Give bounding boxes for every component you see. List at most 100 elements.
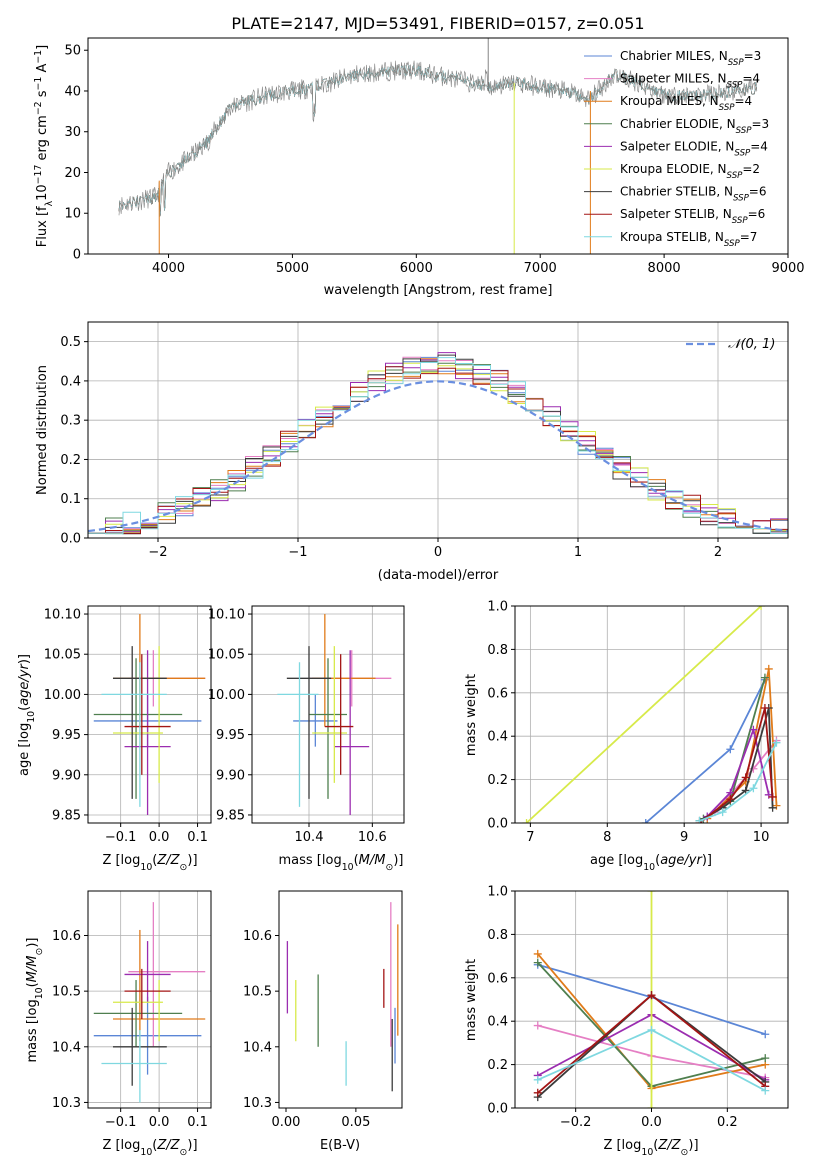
legend-label: Salpeter MILES, NSSP=4	[620, 72, 760, 91]
x-axis-label: Z [log10(Z/Z⊙)]	[102, 1138, 197, 1158]
x-tick-label: 8	[603, 830, 611, 845]
panel-mw_vs_Z: −0.2 0.0 0.2 0.0 0.2 0.4 0.6 0.8 1.0 Z [log10(Z/Z…	[464, 885, 789, 1158]
plot-area	[286, 902, 399, 1092]
weight-marker	[647, 1025, 656, 1034]
weight-marker	[726, 745, 735, 754]
x-tick-label: 8000	[648, 261, 681, 276]
weight-marker	[647, 891, 656, 895]
x-tick-label: 9	[680, 830, 688, 845]
weight-line	[645, 679, 766, 823]
x-tick-label: 0.1	[187, 830, 208, 845]
plot-area	[93, 902, 206, 1103]
x-tick-label: 0.0	[641, 1115, 662, 1130]
y-tick-label: 10.10	[44, 608, 81, 623]
x-axis-label: wavelength [Angstrom, rest frame]	[324, 283, 553, 298]
y-tick-label: 0	[73, 248, 81, 263]
y-axis-label: age [log10(age/yr)]	[17, 654, 37, 776]
y-tick-label: 1.0	[487, 885, 508, 900]
weight-marker	[761, 1054, 770, 1063]
y-tick-label: 0.4	[487, 730, 508, 745]
weight-line	[699, 742, 778, 822]
axes-frame	[278, 890, 403, 1109]
x-tick-label: 0.1	[187, 1115, 208, 1130]
panel-residuals: −2 −1 0 1 2 0.0 0.1 0.2 0.3 0.4 0.5 𝒩(0, 1) (data-mo…	[35, 321, 789, 583]
x-axis-label: Z [log10(Z/Z⊙)]	[102, 853, 197, 873]
x-tick-label: 10.6	[358, 830, 387, 845]
histogram-step	[88, 357, 788, 538]
y-tick-label: 0.2	[60, 453, 81, 468]
legend-label: Kroupa ELODIE, NSSP=2	[620, 162, 760, 181]
y-tick-label: 10	[64, 207, 81, 222]
panel-age_vs_mass: 10.4 10.6 9.85 9.90 9.95 10.00 10.05 10.10 mass …	[208, 605, 405, 873]
axes-frame	[87, 890, 212, 1109]
panel-mass_vs_ebv: 0.00 0.05 10.3 10.4 10.5 10.6 E(B-V)	[243, 890, 403, 1153]
y-tick-label: 0.8	[487, 928, 508, 943]
y-tick-label: 0.0	[487, 1102, 508, 1117]
weight-marker	[641, 819, 650, 823]
axes-frame	[87, 37, 789, 255]
legend-label: Kroupa STELIB, NSSP=7	[620, 230, 757, 249]
weight-marker	[522, 819, 531, 823]
legend-label: Kroupa MILES, NSSP=4	[620, 94, 752, 113]
histogram-step	[88, 366, 788, 538]
plot-area	[277, 614, 392, 815]
weight-marker	[695, 816, 704, 823]
plot-area	[522, 606, 781, 823]
legend-label: Salpeter STELIB, NSSP=6	[620, 207, 765, 226]
legend: Chabrier MILES, NSSP=3 Salpeter MILES, NS…	[584, 49, 769, 249]
y-axis-label: Normed distribution	[35, 365, 50, 495]
weight-marker	[761, 1086, 770, 1095]
x-tick-label: 9000	[771, 261, 804, 276]
weight-marker	[764, 664, 773, 673]
legend-label: Chabrier ELODIE, NSSP=3	[620, 117, 769, 136]
x-tick-label: 0.05	[341, 1115, 370, 1130]
y-tick-label: 10.3	[52, 1096, 81, 1111]
x-tick-label: −0.1	[105, 1115, 137, 1130]
weight-marker	[760, 703, 769, 712]
legend-label: Chabrier MILES, NSSP=3	[620, 49, 761, 68]
axes: 10.4 10.6 9.85 9.90 9.95 10.00 10.05 10.10 mass …	[208, 605, 405, 873]
axes-frame	[251, 605, 405, 824]
y-tick-label: 0.8	[487, 643, 508, 658]
weight-marker	[761, 1030, 770, 1039]
axes-frame	[87, 605, 212, 824]
weight-marker	[768, 792, 777, 801]
y-tick-label: 0.0	[487, 817, 508, 832]
x-tick-label: 4000	[152, 261, 185, 276]
weight-marker	[726, 795, 735, 804]
y-tick-label: 9.95	[216, 728, 245, 743]
legend: 𝒩(0, 1)	[686, 337, 775, 352]
weight-marker	[533, 1088, 542, 1097]
axes: −0.1 0.0 0.1 10.3 10.4 10.5 10.6 Z [log10(Z/Z⊙)…	[25, 890, 212, 1158]
panel-mass_vs_Z: −0.1 0.0 0.1 10.3 10.4 10.5 10.6 Z [log10(Z/Z⊙)…	[25, 890, 212, 1158]
y-tick-label: 1.0	[487, 600, 508, 615]
y-tick-label: 0.1	[60, 492, 81, 507]
weight-line	[706, 726, 770, 818]
y-tick-label: 0.2	[487, 773, 508, 788]
y-tick-label: 9.95	[52, 728, 81, 743]
y-tick-label: 0.6	[487, 971, 508, 986]
x-tick-label: −2	[148, 545, 167, 560]
weight-marker	[772, 738, 781, 747]
y-tick-label: 9.90	[52, 768, 81, 783]
x-tick-label: 0.00	[272, 1115, 301, 1130]
figure-title: PLATE=2147, MJD=53491, FIBERID=0157, z=0…	[231, 14, 644, 33]
weight-marker	[533, 1021, 542, 1030]
y-axis-label: mass [log10(M/M⊙)]	[25, 938, 45, 1063]
x-axis-label: mass [log10(M/M⊙)]	[279, 853, 404, 873]
y-axis-label: mass weight	[464, 959, 479, 1041]
y-tick-label: 40	[64, 84, 81, 99]
x-tick-label: 0.0	[149, 1115, 170, 1130]
x-axis-label: Z [log10(Z/Z⊙)]	[603, 1138, 698, 1158]
plot-area	[533, 891, 770, 1108]
x-tick-label: 6000	[400, 261, 433, 276]
y-tick-label: 9.90	[216, 768, 245, 783]
weight-marker	[647, 991, 656, 1000]
y-tick-label: 10.05	[44, 648, 81, 663]
weight-marker	[647, 1104, 656, 1108]
panel-spectrum: 4000 5000 6000 7000 8000 9000 0 10 20 30 40 50 Chabr…	[33, 37, 805, 298]
y-tick-label: 0.0	[60, 532, 81, 547]
weight-line	[706, 668, 778, 820]
histogram-step	[88, 354, 788, 538]
